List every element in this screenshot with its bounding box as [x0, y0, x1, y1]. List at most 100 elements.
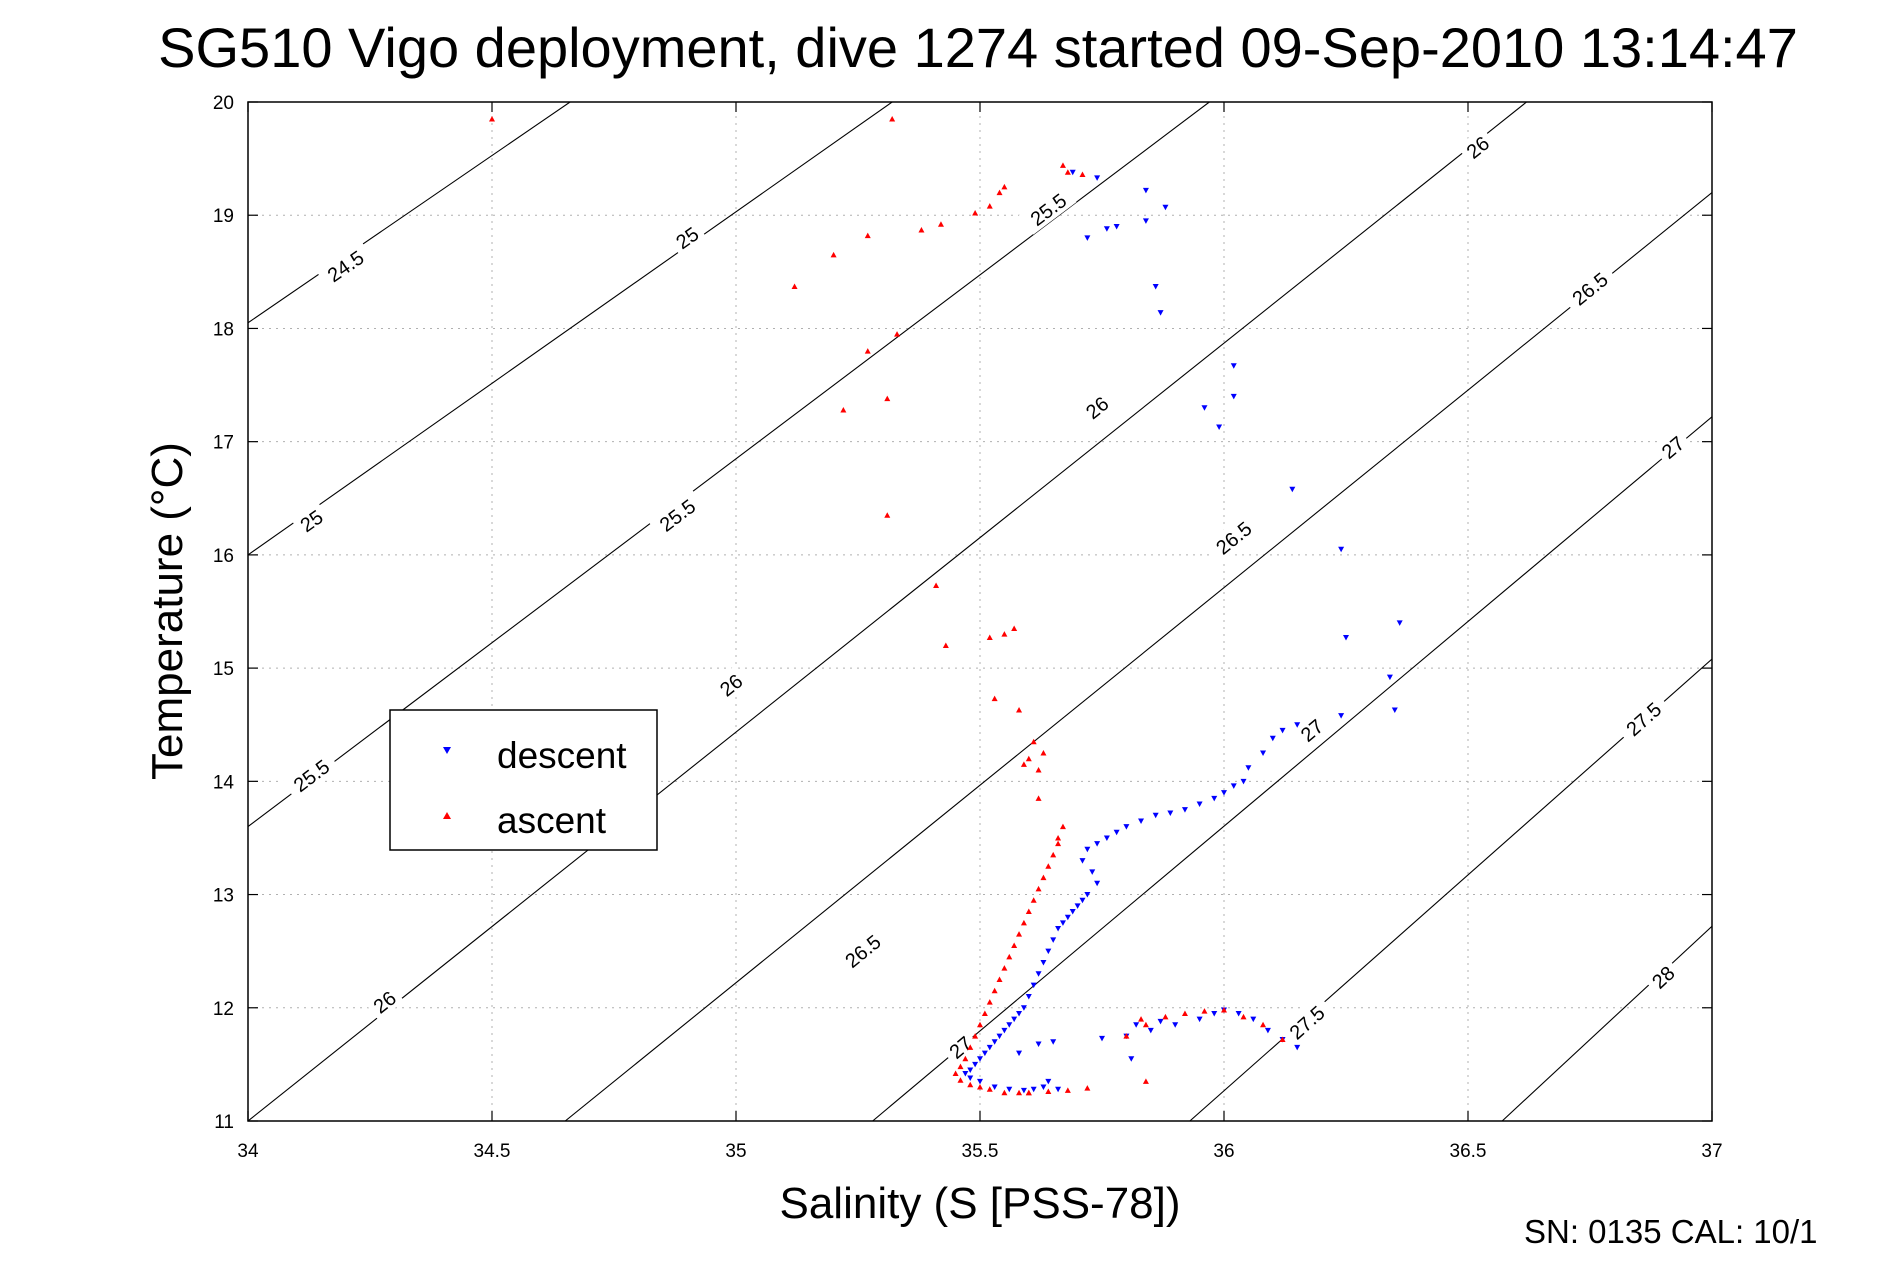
ascent-point [933, 582, 940, 588]
descent-point [962, 1070, 969, 1077]
descent-point [1020, 1005, 1027, 1011]
descent-point [1025, 993, 1032, 1000]
ascent-point [1001, 965, 1008, 971]
descent-point [1264, 1027, 1271, 1034]
ascent-point [942, 642, 949, 648]
ascent-point [1123, 1033, 1130, 1039]
descent-point [1152, 284, 1159, 290]
ascent-point [986, 1086, 993, 1092]
density-contour-label-bg [1652, 427, 1693, 467]
descent-point [967, 1067, 974, 1074]
descent-point [1040, 959, 1047, 966]
descent-point [996, 1033, 1003, 1040]
descent-point [1084, 892, 1091, 898]
ascent-point [1138, 1016, 1145, 1022]
density-contour-line [248, 102, 571, 324]
descent-point [1391, 707, 1398, 714]
descent-point [977, 1078, 983, 1085]
density-contour-label-bg [710, 664, 751, 704]
ascent-point [991, 695, 998, 702]
descent-point [1201, 405, 1208, 411]
ascent-point [840, 406, 847, 413]
legend-descent-marker [443, 747, 451, 754]
ascent-point [1025, 908, 1032, 915]
y-tick-label: 12 [213, 999, 234, 1020]
descent-point [1294, 1044, 1301, 1051]
ascent-point [957, 1077, 964, 1083]
descent-point [1269, 735, 1276, 742]
descent-point [1245, 765, 1252, 771]
ascent-point [1025, 755, 1032, 762]
descent-point [1138, 818, 1145, 824]
ascent-point [972, 1033, 979, 1039]
descent-point [1084, 235, 1091, 241]
ascent-point [1084, 1085, 1091, 1091]
ascent-point [967, 1044, 974, 1050]
density-contour-label-bg [364, 981, 405, 1021]
y-tick-label: 20 [213, 93, 234, 114]
ascent-point [1221, 1007, 1227, 1013]
descent-point [1113, 829, 1120, 836]
descent-point [1035, 1041, 1042, 1048]
descent-point [1133, 1022, 1140, 1028]
descent-point [1059, 920, 1066, 926]
density-contour-label-bg [315, 240, 375, 291]
ascent-point [1035, 885, 1042, 892]
descent-point [1045, 948, 1052, 955]
ascent-point [1011, 942, 1018, 949]
descent-point [1020, 1087, 1027, 1094]
density-contour-label-bg [1291, 710, 1332, 750]
descent-point [1260, 750, 1267, 757]
legend-descent-label: descent [497, 735, 627, 776]
y-tick-label: 14 [213, 772, 235, 793]
ascent-point [1020, 919, 1027, 926]
density-contour-line [1501, 925, 1712, 1121]
descent-point [1230, 393, 1237, 400]
descent-point [1074, 903, 1081, 909]
descent-point [1211, 795, 1218, 802]
descent-point [1396, 620, 1403, 626]
legend-ascent-label: ascent [497, 800, 607, 841]
density-contour-label-bg [1457, 127, 1498, 166]
descent-point [1084, 846, 1091, 853]
ascent-point [977, 1021, 983, 1028]
descent-point [1016, 1050, 1023, 1057]
descent-point [1157, 1018, 1164, 1025]
descent-point [1001, 1027, 1008, 1034]
density-contour-label-bg [648, 488, 706, 541]
x-tick-label: 36.5 [1450, 1141, 1487, 1162]
y-tick-label: 11 [214, 1112, 234, 1133]
descent-point [1069, 169, 1076, 176]
ascent-point [996, 189, 1003, 196]
chart-title: SG510 Vigo deployment, dive 1274 started… [158, 16, 1798, 79]
descent-point [1016, 1010, 1023, 1017]
descent-point [1157, 310, 1164, 316]
descent-point [1162, 204, 1169, 211]
descent-point [1079, 897, 1086, 904]
density-contour-label-bg [1278, 994, 1335, 1049]
descent-point [1094, 841, 1101, 847]
descent-series [962, 169, 1403, 1094]
ascent-point [1025, 1089, 1032, 1096]
x-tick-label: 36 [1213, 1141, 1234, 1162]
descent-point [1094, 175, 1101, 181]
descent-point [1343, 635, 1349, 641]
ascent-point [1201, 1008, 1208, 1014]
descent-point [991, 1039, 998, 1045]
ascent-point [1064, 169, 1071, 175]
ascent-series [489, 115, 1286, 1096]
ascent-point [986, 203, 993, 209]
descent-point [1103, 835, 1110, 841]
ascent-point [1006, 953, 1013, 960]
plot-area [248, 102, 1712, 1121]
ascent-point [967, 1081, 974, 1088]
ascent-point [1181, 1010, 1188, 1016]
descent-point [1099, 1035, 1105, 1042]
legend-box [389, 709, 658, 851]
descent-point [1103, 226, 1110, 232]
descent-point [1196, 801, 1203, 807]
y-tick-label: 18 [213, 319, 234, 340]
ascent-point [918, 226, 925, 233]
x-tick-label: 37 [1701, 1141, 1722, 1162]
descent-point [1030, 1086, 1037, 1093]
